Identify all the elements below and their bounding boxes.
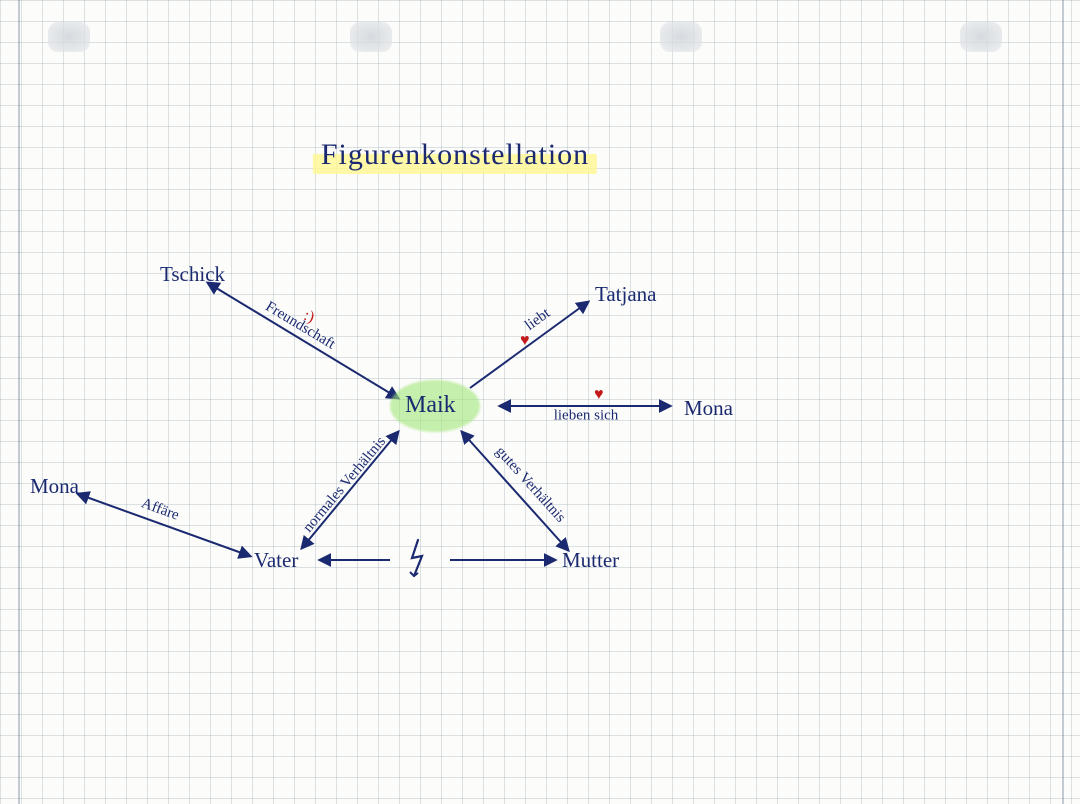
node-tatjana: Tatjana: [595, 282, 657, 307]
node-maik: Maik: [405, 392, 456, 419]
punch-hole: [350, 22, 392, 52]
diagram-title: Figurenkonstellation: [321, 138, 589, 172]
heart-icon: ♥: [520, 332, 530, 350]
punch-hole: [48, 22, 90, 52]
margin-line: [1062, 0, 1064, 804]
node-mona_l: Mona: [30, 474, 79, 499]
node-tschick: Tschick: [160, 262, 225, 287]
edge-label-maik-mona_r: lieben sich: [554, 408, 619, 425]
node-mutter: Mutter: [562, 548, 619, 573]
punch-hole: [660, 22, 702, 52]
margin-line: [18, 0, 20, 804]
title-text: Figurenkonstellation: [321, 138, 589, 172]
heart-icon: ♥: [594, 386, 604, 404]
node-mona_r: Mona: [684, 396, 733, 421]
node-vater: Vater: [254, 548, 298, 573]
graph-paper-background: [0, 0, 1080, 804]
punch-hole: [960, 22, 1002, 52]
